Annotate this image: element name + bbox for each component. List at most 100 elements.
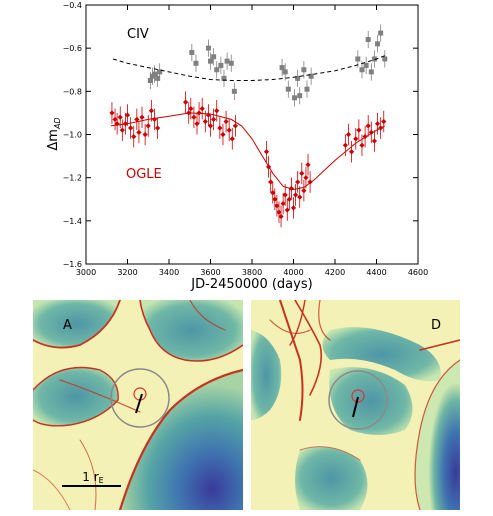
x-tick-label: 3800 [242, 268, 262, 277]
ogle-point [117, 114, 123, 120]
civ-point [231, 88, 237, 94]
caustic-line [33, 469, 71, 510]
civ-point [189, 49, 195, 55]
y-tick-label: −0.8 [63, 87, 82, 96]
ogle-point [374, 121, 381, 127]
ogle-point [274, 203, 280, 209]
ogle-point [148, 108, 154, 114]
ogle-point [280, 200, 286, 207]
civ-point [218, 62, 224, 68]
ogle-point [362, 134, 368, 140]
ogle-point [232, 123, 238, 129]
ogle-point [119, 127, 125, 133]
civ-point [151, 71, 157, 77]
ogle-point [368, 129, 374, 135]
series-layer [109, 24, 388, 228]
ogle-point [220, 131, 226, 138]
ogle-point [188, 106, 194, 112]
map-a-region [33, 300, 120, 348]
ogle-point [268, 179, 274, 185]
caustic-line [269, 319, 311, 334]
ogle-point [211, 116, 217, 122]
civ-point [214, 67, 220, 73]
ogle-point [226, 127, 232, 133]
ogle-point [301, 188, 307, 194]
ogle-point [292, 192, 299, 198]
caustic-line [118, 368, 243, 510]
caustic-line [318, 300, 331, 341]
ogle-point [142, 131, 148, 138]
y-axis-label: ΔmAD [46, 117, 62, 150]
civ-label: CIV [127, 27, 149, 42]
ogle-point [207, 123, 214, 129]
ogle-point [365, 123, 371, 129]
x-tick-label: 4600 [408, 268, 428, 277]
y-tick-label: −0.6 [63, 44, 82, 53]
ogle-fit-line [110, 112, 386, 191]
ogle-point [299, 170, 305, 176]
ogle-point [263, 149, 270, 155]
ogle-point [109, 110, 115, 116]
ogle-point [202, 118, 208, 125]
y-tick-label: −1.0 [63, 131, 82, 140]
ogle-point [290, 205, 297, 211]
civ-point [224, 58, 230, 64]
x-tick-label: 4200 [325, 268, 345, 277]
civ-point [155, 75, 161, 81]
magnification-map-a: 1 rE A [33, 300, 243, 510]
ogle-point [270, 190, 276, 196]
civ-point [292, 95, 298, 101]
civ-point [295, 75, 301, 81]
map-d-dark-region [415, 360, 460, 510]
map-d-region [251, 330, 282, 420]
y-axis-ticks: −0.4 −0.6 −0.8 −1.0 −1.2 −1.4 −1.6 [63, 1, 418, 269]
ogle-point [297, 194, 303, 200]
ogle-point [371, 138, 378, 144]
caustic-line [414, 359, 460, 510]
civ-point [279, 65, 285, 71]
civ-point [147, 78, 153, 84]
ogle-point [278, 213, 284, 220]
ogle-point [284, 207, 290, 213]
ogle-point [345, 131, 352, 138]
source-ring [110, 368, 170, 428]
ogle-point [356, 127, 362, 133]
caustic-line [289, 300, 306, 346]
caustic-line [279, 300, 304, 421]
caustic-line [189, 300, 226, 331]
ogle-point [145, 123, 151, 129]
source-track [352, 396, 359, 418]
ogle-point [295, 179, 301, 185]
x-tick-label: 3400 [159, 268, 179, 277]
ogle-point [134, 116, 140, 122]
civ-point [304, 86, 310, 92]
caustic-line [299, 446, 361, 461]
x-axis-label: JD-2450000 (days) [190, 277, 312, 292]
ogle-point [342, 142, 348, 148]
ogle-point [124, 112, 131, 118]
y-axis-label-main: Δm [46, 129, 61, 151]
civ-point [205, 45, 211, 51]
source-marker [351, 389, 365, 403]
x-tick-label: 3000 [76, 268, 96, 277]
civ-point [211, 54, 217, 60]
caustic-line [33, 366, 119, 427]
scale-bar-label-main: 1 r [82, 470, 98, 484]
civ-fit-line [112, 55, 385, 81]
ogle-point [128, 125, 134, 131]
source-track [135, 393, 143, 414]
panel-d-label: D [431, 318, 441, 333]
x-tick-label: 3600 [200, 268, 220, 277]
map-a-caustics [33, 300, 243, 510]
caustic-line [419, 339, 460, 351]
y-tick-label: −1.2 [63, 174, 82, 183]
ogle-point [214, 108, 220, 114]
map-d-region [322, 327, 441, 382]
civ-point [355, 56, 361, 62]
caustic-line [294, 300, 323, 396]
map-a-region [140, 300, 243, 361]
civ-point [208, 58, 213, 64]
civ-point [359, 67, 365, 73]
ogle-point [183, 99, 189, 105]
